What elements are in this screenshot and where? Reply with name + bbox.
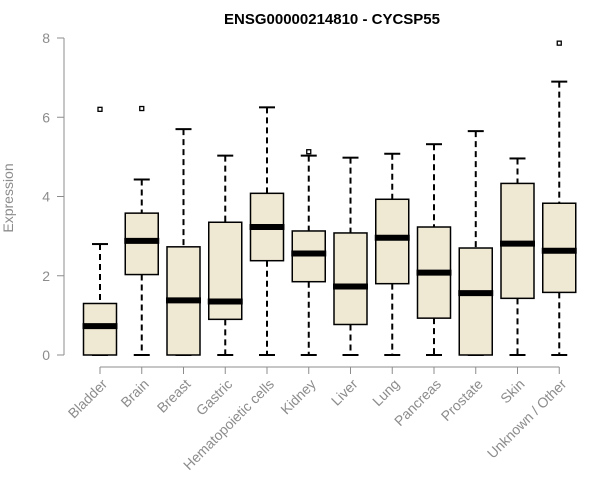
box-gastric	[207, 154, 243, 356]
chart-title: ENSG00000214810 - CYCSP55	[224, 11, 440, 28]
y-tick-label: 6	[42, 109, 50, 125]
outlier-point	[306, 149, 312, 155]
box-liver	[333, 156, 368, 356]
outlier-point	[97, 106, 103, 112]
y-axis: 0 2 4 6 8	[42, 30, 65, 363]
y-tick-label: 8	[42, 30, 50, 46]
box-iqr	[375, 198, 410, 285]
box-lung	[374, 152, 410, 356]
x-tick-label: Skin	[497, 376, 528, 407]
y-tick-label: 2	[42, 268, 50, 284]
box-prostate	[458, 130, 494, 356]
box-hematopoietic-cells	[249, 106, 285, 356]
y-axis-label: Expression	[0, 163, 16, 232]
box-iqr	[208, 221, 243, 321]
outlier-point	[139, 105, 145, 112]
x-tick-label: Unknown / Other	[484, 376, 570, 462]
box-unknown-other	[541, 40, 577, 356]
x-tick-label: Breast	[154, 376, 194, 416]
x-tick-label: Liver	[328, 376, 361, 409]
x-tick-label: Brain	[117, 376, 151, 410]
box-bladder	[82, 106, 118, 356]
outlier-point	[556, 40, 562, 46]
box-breast	[166, 128, 201, 356]
y-tick-label: 0	[42, 347, 50, 363]
x-tick-label: Kidney	[277, 376, 319, 418]
box-iqr	[458, 247, 493, 356]
box-kidney	[291, 149, 327, 356]
box-pancreas	[416, 143, 452, 356]
y-tick-label: 4	[42, 189, 50, 205]
box-iqr	[333, 232, 368, 326]
boxes	[82, 40, 577, 356]
x-tick-label: Lung	[369, 376, 402, 409]
x-tick-label: Prostate	[438, 376, 486, 424]
box-iqr	[82, 302, 118, 356]
box-brain	[124, 105, 160, 356]
x-tick-label: Bladder	[65, 376, 111, 422]
box-skin	[500, 157, 535, 356]
